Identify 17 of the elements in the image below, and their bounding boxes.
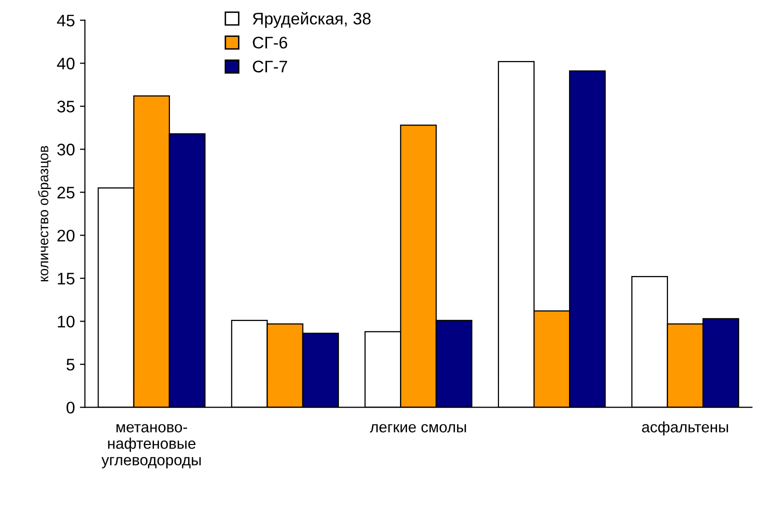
legend-label: СГ-6 — [252, 36, 288, 49]
legend-label: Ярудейская, 38 — [252, 12, 371, 28]
y-tick-label: 30 — [57, 144, 75, 156]
legend-label: СГ-7 — [252, 60, 288, 72]
x-tick-label: метаново- нафтеновые углеводороды — [101, 424, 201, 468]
y-tick-label: 15 — [58, 272, 74, 285]
y-tick-label: 35 — [57, 100, 74, 112]
y-tick-label: 25 — [57, 186, 74, 198]
y-tick-label: 10 — [58, 316, 75, 328]
y-axis-title: количество образцов — [38, 146, 52, 282]
y-tick-label: 45 — [57, 14, 74, 26]
y-tick-label: 0 — [66, 402, 75, 414]
y-tick-label: 20 — [57, 230, 75, 242]
x-tick-label: легкие смолы — [370, 424, 466, 432]
y-tick-label: 5 — [66, 358, 74, 371]
x-tick-label: асфальтены — [642, 421, 728, 436]
y-tick-label: 40 — [57, 58, 75, 70]
